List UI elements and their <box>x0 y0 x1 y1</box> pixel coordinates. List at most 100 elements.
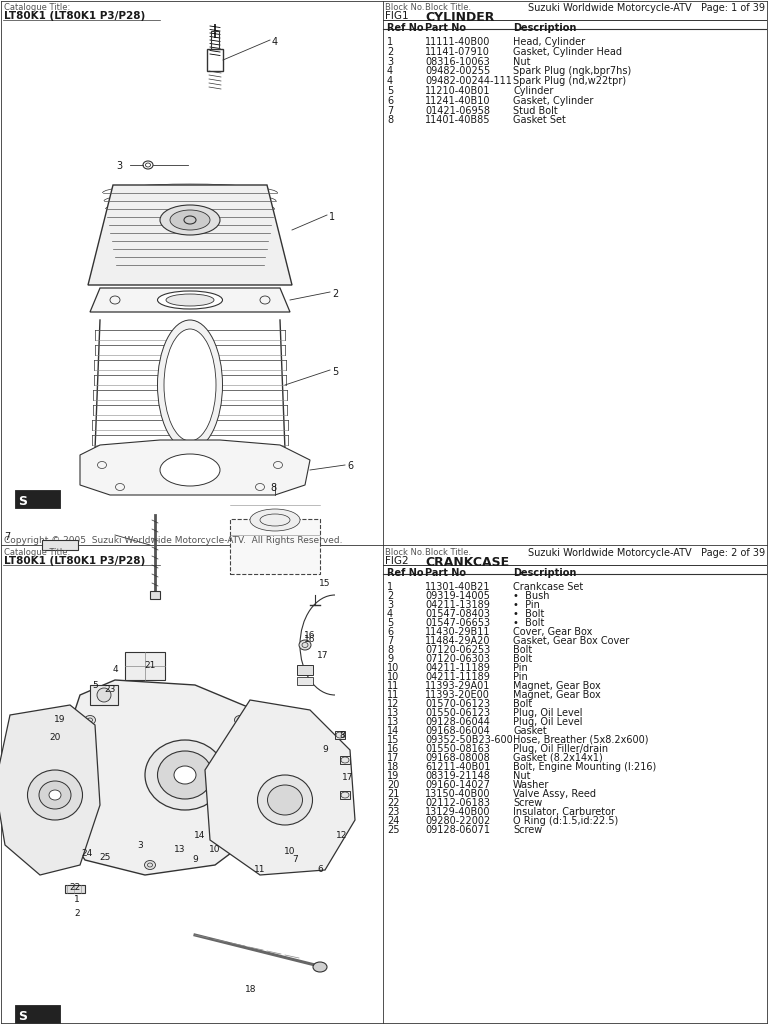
Text: Copyright © 2005  Suzuki Worldwide Motorcycle-ATV.  All Rights Reserved.: Copyright © 2005 Suzuki Worldwide Motorc… <box>4 536 343 545</box>
Text: 7: 7 <box>292 855 298 864</box>
Text: O Ring (d:1.5,id:22.5): O Ring (d:1.5,id:22.5) <box>513 816 618 826</box>
Text: 09482-00255: 09482-00255 <box>425 67 490 77</box>
Text: 11: 11 <box>387 690 399 700</box>
Polygon shape <box>55 680 275 874</box>
Text: 5: 5 <box>332 367 338 377</box>
Text: •  Pin: • Pin <box>513 600 540 610</box>
Text: 14: 14 <box>194 830 206 840</box>
Text: 18: 18 <box>387 762 399 772</box>
Text: 15: 15 <box>319 579 331 588</box>
Text: •  Bolt: • Bolt <box>513 618 545 628</box>
Text: Insulator, Carburetor: Insulator, Carburetor <box>513 807 615 817</box>
Ellipse shape <box>257 775 313 825</box>
Text: 04211-11189: 04211-11189 <box>425 663 490 673</box>
Text: 07120-06303: 07120-06303 <box>425 654 490 664</box>
Text: 08316-10063: 08316-10063 <box>425 56 490 67</box>
Ellipse shape <box>97 688 111 702</box>
Text: 4: 4 <box>272 37 278 47</box>
Text: 13150-40B00: 13150-40B00 <box>425 790 491 799</box>
Text: Block No.: Block No. <box>385 3 425 12</box>
Text: 09128-06071: 09128-06071 <box>425 825 490 835</box>
Text: 11111-40B00: 11111-40B00 <box>425 37 491 47</box>
Text: CYLINDER: CYLINDER <box>425 11 495 24</box>
Bar <box>340 756 350 764</box>
Text: 6: 6 <box>347 461 353 471</box>
Text: 15: 15 <box>387 735 399 745</box>
Text: Block Title.: Block Title. <box>425 3 471 12</box>
Text: 16: 16 <box>304 631 316 640</box>
Text: 01550-08163: 01550-08163 <box>425 744 490 754</box>
Text: 11401-40B85: 11401-40B85 <box>425 116 491 125</box>
Text: 24: 24 <box>387 816 399 826</box>
Text: 7: 7 <box>387 636 393 646</box>
Text: 11141-07910: 11141-07910 <box>425 47 490 56</box>
Text: 13: 13 <box>387 708 399 718</box>
Text: 7: 7 <box>4 532 10 542</box>
Bar <box>42 540 78 550</box>
Text: 09168-06004: 09168-06004 <box>425 726 490 736</box>
Bar <box>15 490 60 508</box>
Text: 14: 14 <box>387 726 399 736</box>
Text: 18: 18 <box>245 985 257 994</box>
Text: 17: 17 <box>317 650 329 659</box>
Bar <box>340 791 350 799</box>
Text: 22: 22 <box>69 884 81 893</box>
Text: 13: 13 <box>387 717 399 727</box>
Text: 08319-21148: 08319-21148 <box>425 771 490 781</box>
Text: 11241-40B10: 11241-40B10 <box>425 96 491 105</box>
Text: Crankcase Set: Crankcase Set <box>513 582 583 592</box>
Text: 01570-06123: 01570-06123 <box>425 699 490 709</box>
Text: Bolt: Bolt <box>513 699 532 709</box>
Bar <box>207 49 223 71</box>
Polygon shape <box>88 185 292 285</box>
Ellipse shape <box>250 509 300 531</box>
Text: 4: 4 <box>387 76 393 86</box>
Text: 19: 19 <box>55 716 66 725</box>
Text: FIG1: FIG1 <box>385 11 409 22</box>
Bar <box>125 652 165 680</box>
Text: 3: 3 <box>116 161 122 171</box>
Text: 13: 13 <box>174 846 186 854</box>
Text: Head, Cylinder: Head, Cylinder <box>513 37 585 47</box>
Text: 11: 11 <box>254 865 266 874</box>
Text: Nut: Nut <box>513 771 531 781</box>
Text: Cover, Gear Box: Cover, Gear Box <box>513 627 592 637</box>
Text: Plug, Oil Filler/drain: Plug, Oil Filler/drain <box>513 744 608 754</box>
Bar <box>230 519 320 574</box>
Text: 09280-22002: 09280-22002 <box>425 816 490 826</box>
Text: Pin: Pin <box>513 663 528 673</box>
Bar <box>211 31 219 49</box>
Bar <box>15 1005 60 1023</box>
Text: Gasket, Cylinder Head: Gasket, Cylinder Head <box>513 47 622 56</box>
Ellipse shape <box>49 790 61 800</box>
Polygon shape <box>205 700 355 874</box>
Text: 09482-00244-111: 09482-00244-111 <box>425 76 512 86</box>
Text: 1: 1 <box>387 37 393 47</box>
Text: 7: 7 <box>387 105 393 116</box>
Ellipse shape <box>234 836 246 845</box>
Text: Part No: Part No <box>425 23 466 33</box>
Polygon shape <box>90 288 290 312</box>
Text: Description: Description <box>513 23 576 33</box>
Text: 4: 4 <box>387 609 393 618</box>
Text: 2: 2 <box>332 289 338 299</box>
Text: 09168-08008: 09168-08008 <box>425 753 490 763</box>
Text: 19: 19 <box>387 771 399 781</box>
Text: 25: 25 <box>387 825 399 835</box>
Text: Catalogue Title:: Catalogue Title: <box>4 548 70 557</box>
Text: S: S <box>18 1010 27 1023</box>
Ellipse shape <box>157 319 223 450</box>
Text: 2: 2 <box>74 908 80 918</box>
Ellipse shape <box>160 205 220 234</box>
Ellipse shape <box>164 329 216 441</box>
Text: Screw: Screw <box>513 825 542 835</box>
Text: 02112-06183: 02112-06183 <box>425 798 490 808</box>
Text: 5: 5 <box>92 681 98 689</box>
Text: 25: 25 <box>99 853 111 862</box>
Text: 1: 1 <box>329 212 335 222</box>
Text: Magnet, Gear Box: Magnet, Gear Box <box>513 690 601 700</box>
Text: 9: 9 <box>192 855 198 864</box>
Text: 8: 8 <box>339 730 345 739</box>
Ellipse shape <box>39 781 71 809</box>
Text: 24: 24 <box>81 849 93 857</box>
